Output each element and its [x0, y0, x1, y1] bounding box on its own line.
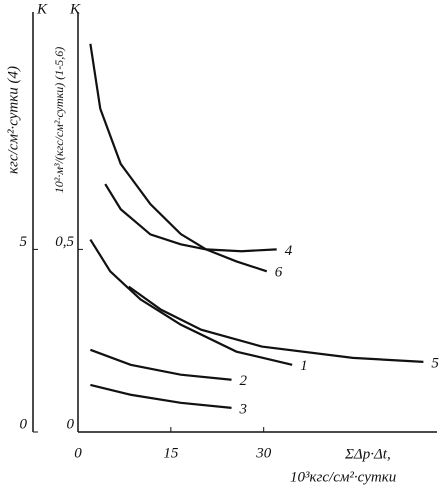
curve-label: 3 [239, 401, 248, 417]
y2-label: кгс/см²·сутки (4) [5, 66, 21, 174]
curve-label: 5 [431, 355, 439, 371]
curve-label: 4 [285, 243, 293, 259]
y2-tick-label: 5 [20, 234, 28, 250]
y-title: К [69, 1, 81, 17]
y-label: 10²·м³/(кгс/см²·сутки) (1-5,6) [52, 47, 66, 194]
x-label: ΣΔp·Δt, [344, 446, 391, 462]
y2-title: К [36, 1, 48, 17]
curve [89, 43, 268, 273]
curve-label: 6 [275, 265, 283, 281]
x-tick-label: 0 [74, 445, 82, 461]
curve-label: 2 [240, 373, 248, 389]
x-tick-label: 30 [255, 445, 272, 461]
curve-label: 1 [300, 358, 308, 374]
curve [128, 285, 424, 363]
curve [89, 348, 232, 381]
y2-tick-label: 0 [20, 416, 28, 432]
y-tick-label: 0,5 [55, 234, 74, 250]
curve [89, 238, 293, 366]
x-unit: 10³кгс/см²·сутки [290, 469, 396, 485]
x-tick-label: 15 [163, 445, 179, 461]
curve [104, 183, 277, 253]
curve [90, 383, 232, 409]
y-tick-label: 0 [67, 416, 75, 432]
